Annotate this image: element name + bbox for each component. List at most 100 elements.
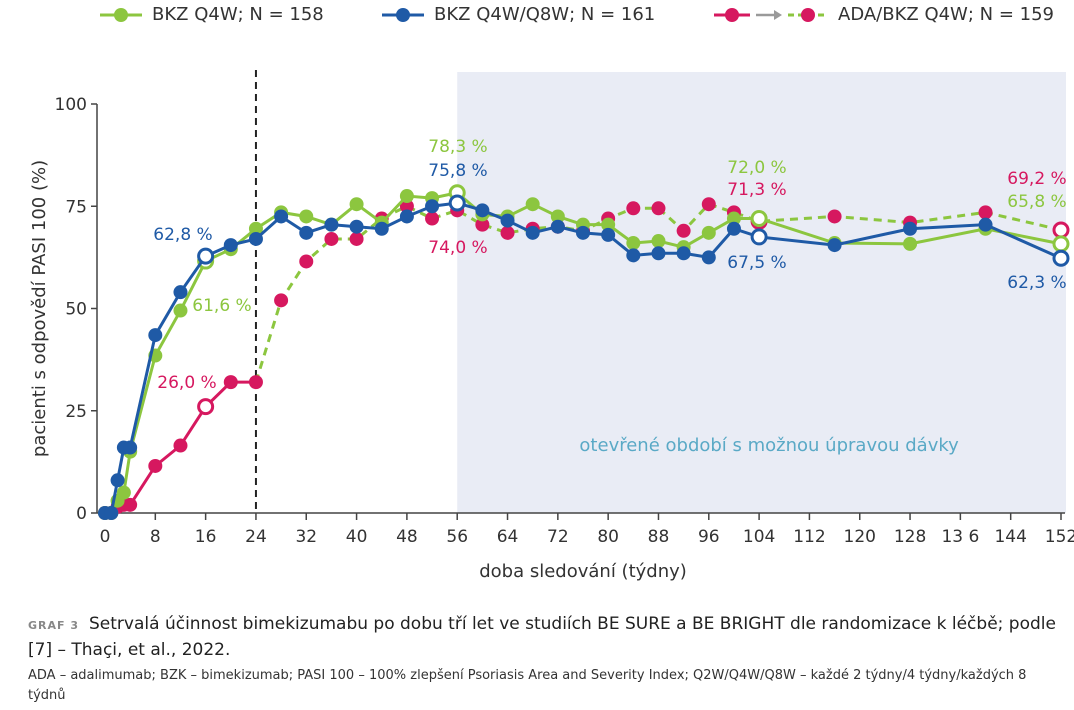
- series-1: [98, 194, 1070, 520]
- data-label: 67,5 %: [727, 253, 786, 273]
- legend: BKZ Q4W; N = 158 BKZ Q4W/Q8W; N = 161 AD…: [0, 4, 1074, 32]
- x-tick-label: 80: [597, 527, 619, 547]
- data-point: [701, 197, 716, 212]
- data-point: [903, 221, 918, 236]
- data-point: [626, 201, 641, 216]
- data-label: 69,2 %: [1007, 169, 1066, 189]
- data-label: 62,8 %: [153, 225, 212, 245]
- data-point: [1052, 249, 1070, 267]
- data-point: [248, 375, 263, 390]
- data-point: [399, 199, 414, 214]
- data-point: [197, 247, 215, 265]
- data-point: [1052, 235, 1070, 253]
- data-point: [197, 398, 215, 416]
- x-axis-label: doba sledování (týdny): [479, 561, 687, 582]
- data-point: [525, 225, 540, 240]
- x-tick-label: 152: [1045, 527, 1074, 547]
- legend-item-ada-bkz: ADA/BKZ Q4W; N = 159: [712, 4, 1054, 25]
- data-point: [576, 225, 590, 240]
- data-point: [601, 227, 616, 242]
- data-point: [676, 223, 691, 238]
- x-tick-label: 56: [446, 527, 468, 547]
- x-tick-label: 64: [497, 527, 519, 547]
- data-label: 65,8 %: [1007, 192, 1066, 212]
- data-point: [500, 213, 515, 228]
- data-point: [550, 209, 565, 224]
- data-label: 61,6 %: [192, 296, 251, 316]
- data-point: [324, 231, 339, 246]
- x-tick-label: 128: [894, 527, 926, 547]
- data-point: [701, 225, 716, 240]
- data-point: [475, 203, 490, 218]
- data-point: [123, 497, 138, 512]
- data-point: [173, 438, 188, 453]
- x-tick-label: 104: [743, 527, 775, 547]
- data-point: [550, 219, 565, 234]
- data-point: [374, 221, 389, 236]
- data-point: [223, 238, 238, 253]
- y-tick-label: 0: [76, 504, 87, 524]
- data-point: [425, 211, 440, 226]
- x-tick-label: 112: [793, 527, 825, 547]
- legend-item-bkz-q4w: BKZ Q4W; N = 158: [98, 4, 324, 25]
- data-point: [651, 246, 666, 261]
- legend-label-bkz-q4w-q8w: BKZ Q4W/Q8W; N = 161: [434, 4, 656, 25]
- data-point: [978, 217, 993, 232]
- data-point: [248, 221, 263, 236]
- data-point: [626, 248, 641, 263]
- data-point: [324, 217, 339, 232]
- data-point: [399, 189, 414, 204]
- x-tick-label: 16: [195, 527, 217, 547]
- data-label: 71,3 %: [727, 180, 786, 200]
- data-point: [223, 375, 238, 390]
- data-point: [116, 485, 131, 500]
- x-tick-label: 40: [346, 527, 368, 547]
- series-layer: [98, 184, 1070, 520]
- data-point: [349, 219, 364, 234]
- data-point: [274, 293, 289, 308]
- data-point: [399, 209, 414, 224]
- axes: 0 25 50 75 100 0 8 16 24 32 40 48 56 64 72 80 88 96 104 112…: [55, 95, 1074, 547]
- data-point: [676, 246, 691, 261]
- data-point: [701, 250, 716, 265]
- y-axis-label: pacienti s odpovědí PASI 100 (%): [29, 160, 50, 457]
- data-point: [299, 254, 314, 269]
- data-point: [110, 473, 125, 488]
- data-point: [626, 236, 641, 251]
- x-tick-label: 72: [547, 527, 569, 547]
- data-point: [299, 209, 314, 224]
- data-point: [148, 458, 163, 473]
- x-tick-label: 120: [844, 527, 876, 547]
- data-label: 75,8 %: [428, 161, 487, 181]
- figure-caption: GRAF 3 Setrvalá účinnost bimekizumabu po …: [28, 612, 1068, 662]
- legend-marker-green: [100, 7, 142, 22]
- data-label: 74,0 %: [428, 238, 487, 258]
- y-tick-label: 100: [55, 95, 87, 115]
- data-label: 78,3 %: [428, 137, 487, 157]
- open-label-period-region: [457, 72, 1066, 513]
- data-point: [978, 205, 993, 220]
- data-label: 62,3 %: [1007, 273, 1066, 293]
- data-point: [726, 211, 741, 226]
- data-point: [349, 197, 364, 212]
- x-tick-label: 32: [295, 527, 317, 547]
- data-point: [750, 210, 768, 228]
- y-tick-label: 50: [65, 300, 87, 320]
- legend-item-bkz-q4w-q8w: BKZ Q4W/Q8W; N = 161: [380, 4, 655, 25]
- data-labels: 78,3 % 75,8 % 74,0 % 62,8 % 61,6 % 26,0 % 72,0…: [153, 137, 1066, 393]
- data-point: [104, 506, 119, 520]
- data-point: [248, 231, 263, 246]
- data-label: 26,0 %: [157, 373, 216, 393]
- x-tick-label: 13 6: [941, 527, 979, 547]
- x-tick-label: 96: [698, 527, 720, 547]
- data-point: [1052, 221, 1070, 239]
- data-point: [827, 238, 842, 253]
- data-point: [726, 221, 741, 236]
- data-point: [475, 217, 490, 232]
- data-point: [123, 440, 138, 455]
- data-point: [425, 199, 440, 214]
- data-point: [651, 234, 666, 249]
- data-point: [651, 201, 666, 216]
- series-line: [105, 191, 1062, 515]
- data-point: [148, 328, 163, 343]
